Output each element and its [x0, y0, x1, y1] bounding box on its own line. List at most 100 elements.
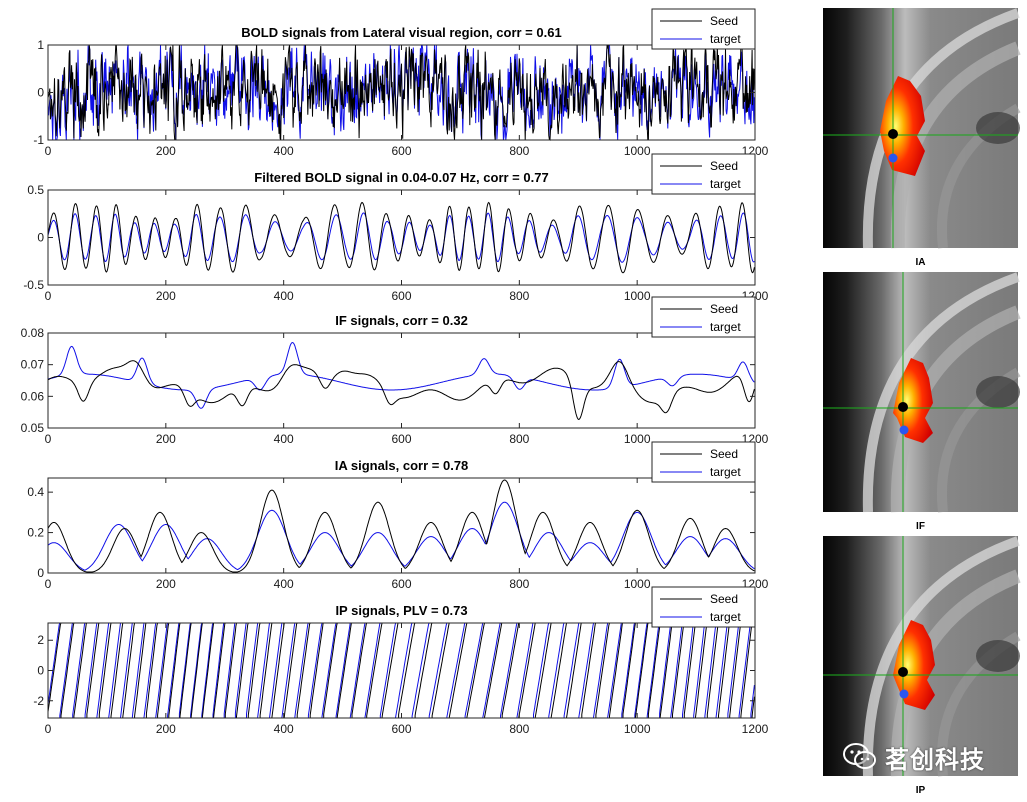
x-tick-label: 400: [274, 432, 294, 446]
x-tick-label: 600: [391, 289, 411, 303]
legend-label-seed: Seed: [710, 447, 738, 461]
y-tick-label: 0: [37, 664, 44, 678]
y-tick-label: 0.07: [21, 358, 45, 372]
y-tick-label: -2: [33, 694, 44, 708]
series-line-seed: [47, 43, 755, 141]
watermark: 茗创科技: [843, 740, 1013, 774]
y-tick-label: 0: [37, 231, 44, 245]
x-tick-label: 600: [391, 577, 411, 591]
series-line-seed: [47, 479, 755, 573]
x-tick-label: 1000: [624, 289, 651, 303]
x-tick-label: 0: [45, 432, 52, 446]
brain-slice-1: IA: [823, 8, 1021, 268]
x-tick-label: 400: [274, 289, 294, 303]
chart-1: BOLD signals from Lateral visual region,…: [33, 8, 769, 158]
y-tick-label: 1: [37, 38, 44, 52]
x-tick-label: 200: [156, 577, 176, 591]
ventricle: [976, 640, 1020, 672]
series-line-target: [47, 622, 755, 718]
x-tick-label: 800: [509, 289, 529, 303]
x-tick-label: 400: [274, 144, 294, 158]
brain-label: IA: [916, 257, 926, 268]
x-tick-label: 1000: [624, 722, 651, 736]
chart-4: IA signals, corr = 0.78 0 200 400 600 800 1000…: [27, 441, 769, 591]
x-tick-label: 0: [45, 289, 52, 303]
x-tick-label: 0: [45, 722, 52, 736]
chart-5: IP signals, PLV = 0.73 0 200 400 600 800 1000 1…: [33, 586, 769, 736]
plot-area: [48, 333, 755, 428]
x-tick-label: 800: [509, 432, 529, 446]
y-tick-label: 0: [37, 86, 44, 100]
y-tick-label: -1: [33, 133, 44, 147]
chart-title: IA signals, corr = 0.78: [335, 458, 469, 473]
legend-label-seed: Seed: [710, 159, 738, 173]
seed-dot: [888, 129, 898, 139]
x-tick-label: 400: [274, 577, 294, 591]
wechat-icon: [843, 743, 876, 769]
watermark-text: 茗创科技: [885, 745, 985, 774]
activation-blob: [880, 76, 925, 176]
legend: Seed target: [651, 296, 756, 338]
x-tick-label: 200: [156, 722, 176, 736]
legend-box: [651, 586, 756, 628]
series-line-seed: [47, 360, 755, 421]
x-tick-label: 0: [45, 577, 52, 591]
legend: Seed target: [651, 153, 756, 195]
x-tick-label: 800: [509, 144, 529, 158]
y-tick-label: 0: [37, 566, 44, 580]
legend-label-target: target: [710, 177, 741, 191]
x-tick-label: 1000: [624, 144, 651, 158]
brain-slice-2: IF: [823, 272, 1021, 532]
seed-dot: [898, 667, 908, 677]
x-tick-label: 800: [509, 577, 529, 591]
y-tick-label: 0.05: [21, 421, 45, 435]
x-tick-label: 200: [156, 144, 176, 158]
x-tick-label: 200: [156, 289, 176, 303]
legend-label-target: target: [710, 465, 741, 479]
legend-label-seed: Seed: [710, 592, 738, 606]
series-line-target: [47, 341, 755, 409]
legend-label-target: target: [710, 610, 741, 624]
chart-title: Filtered BOLD signal in 0.04-0.07 Hz, co…: [254, 170, 548, 185]
target-dot: [888, 153, 898, 163]
chart-title: IP signals, PLV = 0.73: [335, 603, 467, 618]
cortex-band-inner: [890, 41, 1021, 249]
legend: Seed target: [651, 8, 756, 50]
legend: Seed target: [651, 586, 756, 628]
x-tick-label: 400: [274, 722, 294, 736]
legend-box: [651, 296, 756, 338]
series-line-seed: [47, 201, 755, 274]
y-tick-label: -0.5: [23, 278, 44, 292]
chart-title: BOLD signals from Lateral visual region,…: [241, 25, 561, 40]
x-tick-label: 1000: [624, 577, 651, 591]
x-tick-label: 1200: [742, 722, 769, 736]
legend-box: [651, 8, 756, 50]
x-tick-label: 600: [391, 432, 411, 446]
y-tick-label: 0.08: [21, 326, 45, 340]
brain-slice-3: IP: [823, 536, 1021, 796]
legend-label-target: target: [710, 320, 741, 334]
chart-title: IF signals, corr = 0.32: [335, 313, 468, 328]
x-tick-label: 1000: [624, 432, 651, 446]
legend-label-seed: Seed: [710, 14, 738, 28]
y-tick-label: 0.5: [27, 183, 44, 197]
x-tick-label: 200: [156, 432, 176, 446]
brain-label: IP: [916, 785, 926, 796]
y-tick-label: 2: [37, 633, 44, 647]
x-tick-label: 800: [509, 722, 529, 736]
y-tick-label: 0.06: [21, 389, 45, 403]
x-tick-label: 600: [391, 722, 411, 736]
target-dot: [899, 689, 909, 699]
chart-3: IF signals, corr = 0.32 0 200 400 600 800 1000…: [21, 296, 769, 446]
legend-box: [651, 441, 756, 483]
target-dot: [899, 425, 909, 435]
x-tick-label: 0: [45, 144, 52, 158]
y-tick-label: 0.4: [27, 485, 44, 499]
legend-box: [651, 153, 756, 195]
ventricle: [976, 376, 1020, 408]
ventricle: [976, 112, 1020, 144]
chart-2: Filtered BOLD signal in 0.04-0.07 Hz, co…: [23, 153, 769, 303]
seed-dot: [898, 402, 908, 412]
brain-label: IF: [916, 521, 925, 532]
